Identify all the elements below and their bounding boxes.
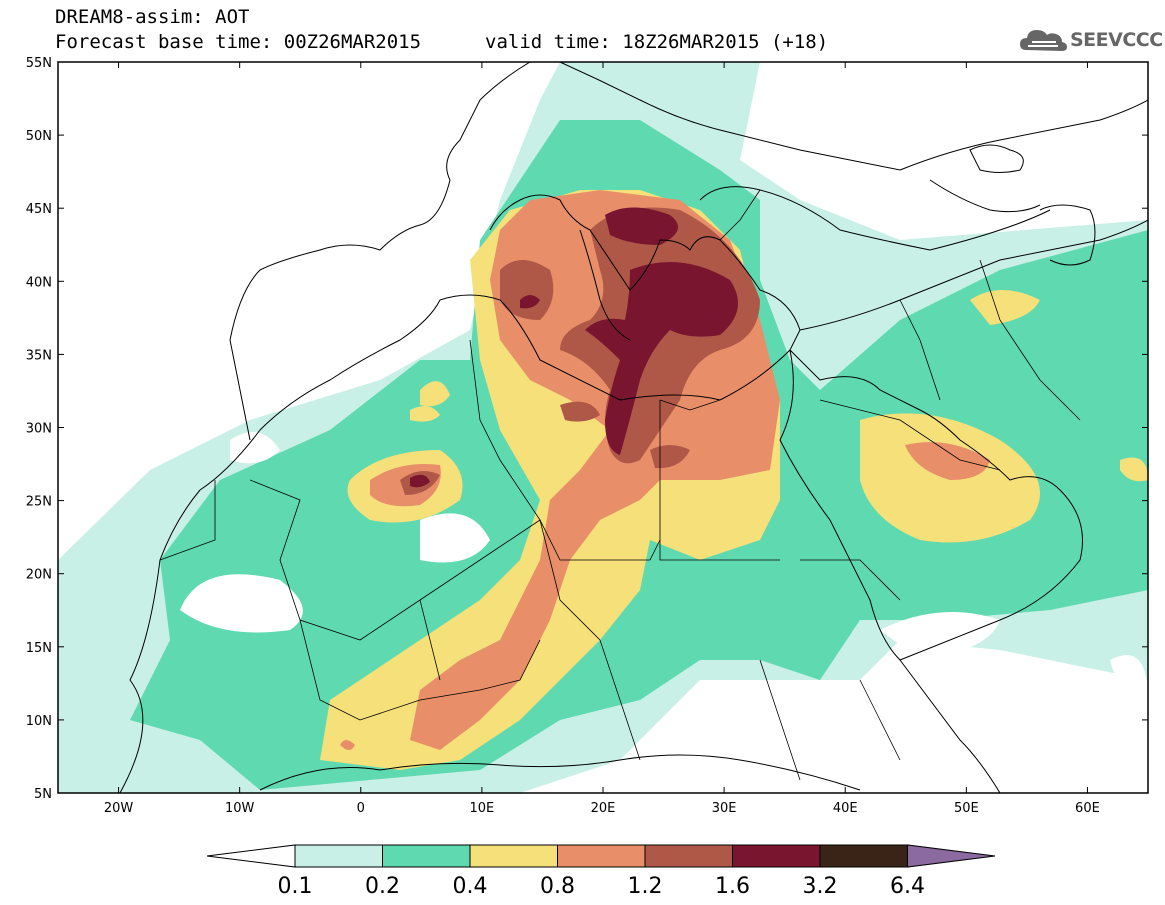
lon-label: 20E — [591, 801, 616, 816]
aot-field — [58, 62, 1148, 793]
seevccc-logo: SEEVCCC — [1018, 24, 1163, 56]
legend-box — [819, 844, 908, 868]
lon-label: 50E — [954, 801, 979, 816]
lat-label: 30N — [26, 422, 52, 437]
lat-label: 50N — [26, 129, 52, 144]
aot-low-areas — [180, 432, 1148, 700]
legend-level-label: 0.2 — [365, 874, 400, 899]
map-frame — [57, 61, 1149, 794]
legend-box — [469, 844, 558, 868]
lon-axis: 20W 10W 0 10E 20E 30E 40E 50E 60E — [104, 62, 1100, 816]
country-borders — [159, 189, 1081, 781]
cloud-icon — [1020, 30, 1067, 51]
lat-label: 25N — [26, 495, 52, 510]
legend-level-label: 1.2 — [628, 874, 663, 899]
legend-box — [557, 844, 646, 868]
legend-under-arrow — [206, 844, 296, 868]
lon-label: 60E — [1075, 801, 1100, 816]
legend-level-label: 3.2 — [803, 874, 838, 899]
legend-box — [644, 844, 733, 868]
legend-over-arrow — [907, 844, 996, 868]
lat-label: 40N — [26, 275, 52, 290]
lon-label: 30E — [712, 801, 737, 816]
lon-label: 40E — [833, 801, 858, 816]
legend-level-label: 0.8 — [540, 874, 575, 899]
legend-level-label: 6.4 — [890, 874, 925, 899]
coastlines — [119, 62, 1148, 793]
legend-boxes — [206, 844, 996, 868]
legend-level-label: 0.4 — [453, 874, 488, 899]
legend-level-label: 0.1 — [278, 874, 313, 899]
lat-label: 20N — [26, 568, 52, 583]
base-time-label: Forecast base time: 00Z26MAR2015 — [55, 31, 422, 53]
legend-box — [732, 844, 821, 868]
logo-text: SEEVCCC — [1070, 29, 1163, 51]
lat-label: 35N — [26, 348, 52, 363]
lat-label: 5N — [34, 787, 52, 802]
lon-label: 0 — [357, 801, 365, 816]
lat-axis: 55N 50N 45N 40N 35N 30N 25N 20N 15N 10N 5N — [26, 56, 1148, 802]
lat-label: 10N — [26, 714, 52, 729]
lon-label: 20W — [104, 801, 134, 816]
lon-label: 10E — [470, 801, 495, 816]
valid-time-label: valid time: 18Z26MAR2015 (+18) — [485, 31, 829, 53]
lat-label: 55N — [26, 56, 52, 71]
lon-label: 10W — [225, 801, 255, 816]
legend-box — [382, 844, 471, 868]
legend-labels: 0.1 0.2 0.4 0.8 1.2 1.6 3.2 6.4 — [278, 874, 926, 899]
lat-label: 45N — [26, 202, 52, 217]
legend-level-label: 1.6 — [715, 874, 750, 899]
aot-level-1.6 — [410, 207, 738, 488]
legend-box — [294, 844, 383, 868]
lat-label: 15N — [26, 641, 52, 656]
product-title: DREAM8-assim: AOT — [55, 6, 250, 28]
